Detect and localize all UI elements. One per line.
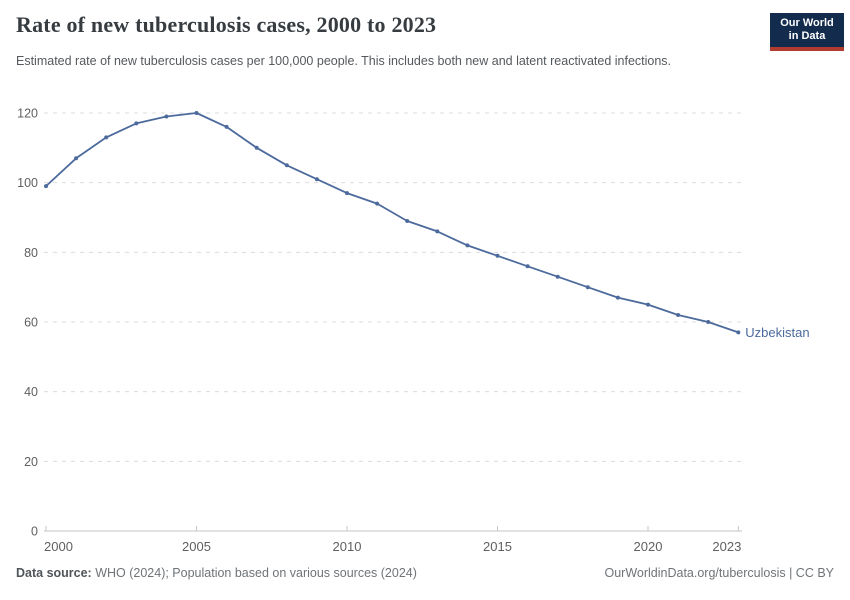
data-point bbox=[254, 145, 259, 150]
data-point bbox=[164, 114, 169, 119]
data-point bbox=[525, 264, 530, 269]
data-point bbox=[585, 285, 590, 290]
data-source-note: Data source: WHO (2024); Population base… bbox=[16, 566, 417, 580]
x-axis bbox=[44, 526, 742, 532]
chart-footer: Data source: WHO (2024); Population base… bbox=[0, 566, 850, 580]
y-tick-label: 100 bbox=[17, 176, 38, 190]
y-tick-label: 40 bbox=[24, 385, 38, 399]
data-point bbox=[44, 184, 48, 189]
x-tick-label: 2020 bbox=[634, 539, 663, 554]
x-tick-label: 2000 bbox=[44, 539, 73, 554]
y-tick-labels: 0 20 40 60 80 100 120 bbox=[17, 107, 38, 539]
series-uzbekistan: Uzbekistan bbox=[44, 111, 810, 340]
x-tick-label: 2010 bbox=[333, 539, 362, 554]
chart-title: Rate of new tuberculosis cases, 2000 to … bbox=[16, 12, 437, 37]
x-tick-label: 2005 bbox=[182, 539, 211, 554]
data-point bbox=[224, 124, 229, 129]
data-point bbox=[435, 229, 440, 234]
y-tick-label: 80 bbox=[24, 246, 38, 260]
data-point bbox=[134, 121, 139, 126]
data-source-text: WHO (2024); Population based on various … bbox=[91, 566, 417, 580]
owid-logo-line1: Our World bbox=[780, 17, 834, 29]
data-point bbox=[615, 295, 620, 300]
owid-logo[interactable]: Our World in Data bbox=[770, 13, 844, 51]
data-point bbox=[405, 219, 410, 223]
data-point bbox=[345, 191, 349, 196]
data-point bbox=[74, 156, 79, 161]
x-tick-label: 2023 bbox=[712, 539, 741, 554]
x-tick-labels: 2000 2005 2010 2015 2020 2023 bbox=[44, 539, 741, 554]
y-tick-label: 120 bbox=[17, 107, 38, 121]
data-point bbox=[465, 243, 470, 248]
series-line bbox=[45, 112, 740, 334]
y-tick-label: 60 bbox=[24, 316, 38, 330]
data-point bbox=[495, 253, 500, 258]
data-point bbox=[676, 313, 681, 317]
data-point bbox=[194, 111, 199, 115]
gridlines bbox=[44, 112, 742, 462]
data-point bbox=[555, 274, 560, 279]
credit-link[interactable]: OurWorldinData.org/tuberculosis | CC BY bbox=[604, 566, 835, 580]
data-point bbox=[104, 135, 109, 140]
data-point bbox=[736, 330, 741, 335]
series-label: Uzbekistan bbox=[745, 325, 809, 340]
x-tick-label: 2015 bbox=[483, 539, 512, 554]
data-point bbox=[284, 163, 289, 168]
data-source-label: Data source: bbox=[16, 566, 92, 580]
owid-logo-line2: in Data bbox=[788, 30, 826, 42]
data-point bbox=[314, 177, 319, 182]
data-point bbox=[375, 201, 380, 206]
y-tick-label: 20 bbox=[24, 455, 38, 469]
data-point bbox=[646, 302, 650, 307]
chart-subtitle: Estimated rate of new tuberculosis cases… bbox=[16, 54, 672, 68]
data-point bbox=[706, 320, 711, 324]
y-tick-label: 0 bbox=[31, 525, 38, 539]
